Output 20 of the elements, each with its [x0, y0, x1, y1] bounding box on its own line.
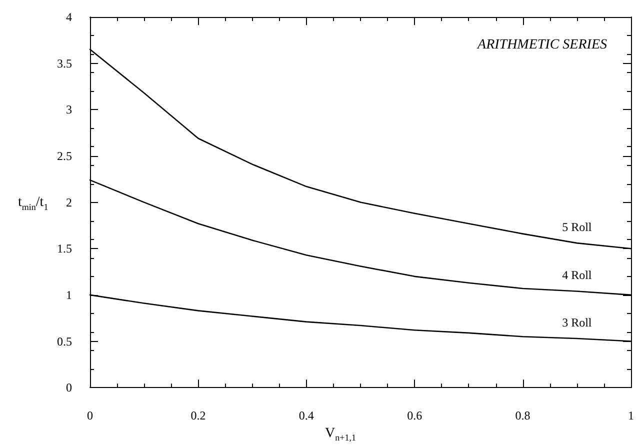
annotation: ARITHMETIC SERIES	[476, 38, 608, 52]
series-label: 3 Roll	[562, 315, 592, 330]
y-tick-label: 0	[66, 380, 72, 395]
y-tick-label: 3	[66, 102, 72, 117]
series-label: 4 Roll	[562, 268, 592, 282]
x-tick-label: 1	[628, 408, 634, 423]
y-tick-label: 4	[66, 10, 72, 24]
y-tick-label: 2	[66, 195, 72, 210]
x-tick-label: 0.6	[407, 408, 422, 423]
x-tick-label: 0.2	[190, 408, 206, 423]
series-label: 5 Roll	[562, 220, 592, 234]
y-tick-label: 1	[66, 288, 72, 302]
x-tick-label: 0	[87, 408, 93, 423]
y-tick-label: 3.5	[57, 56, 72, 70]
y-axis-title: t$_{min}$/t$_{1}$	[18, 195, 48, 212]
y-tick-label: 1.5	[57, 242, 72, 256]
x-tick-label: 0.4	[298, 408, 314, 423]
x-tick-label: 0.8	[515, 408, 530, 423]
y-tick-label: 0.5	[57, 334, 72, 348]
y-tick-label: 2.5	[57, 148, 72, 163]
